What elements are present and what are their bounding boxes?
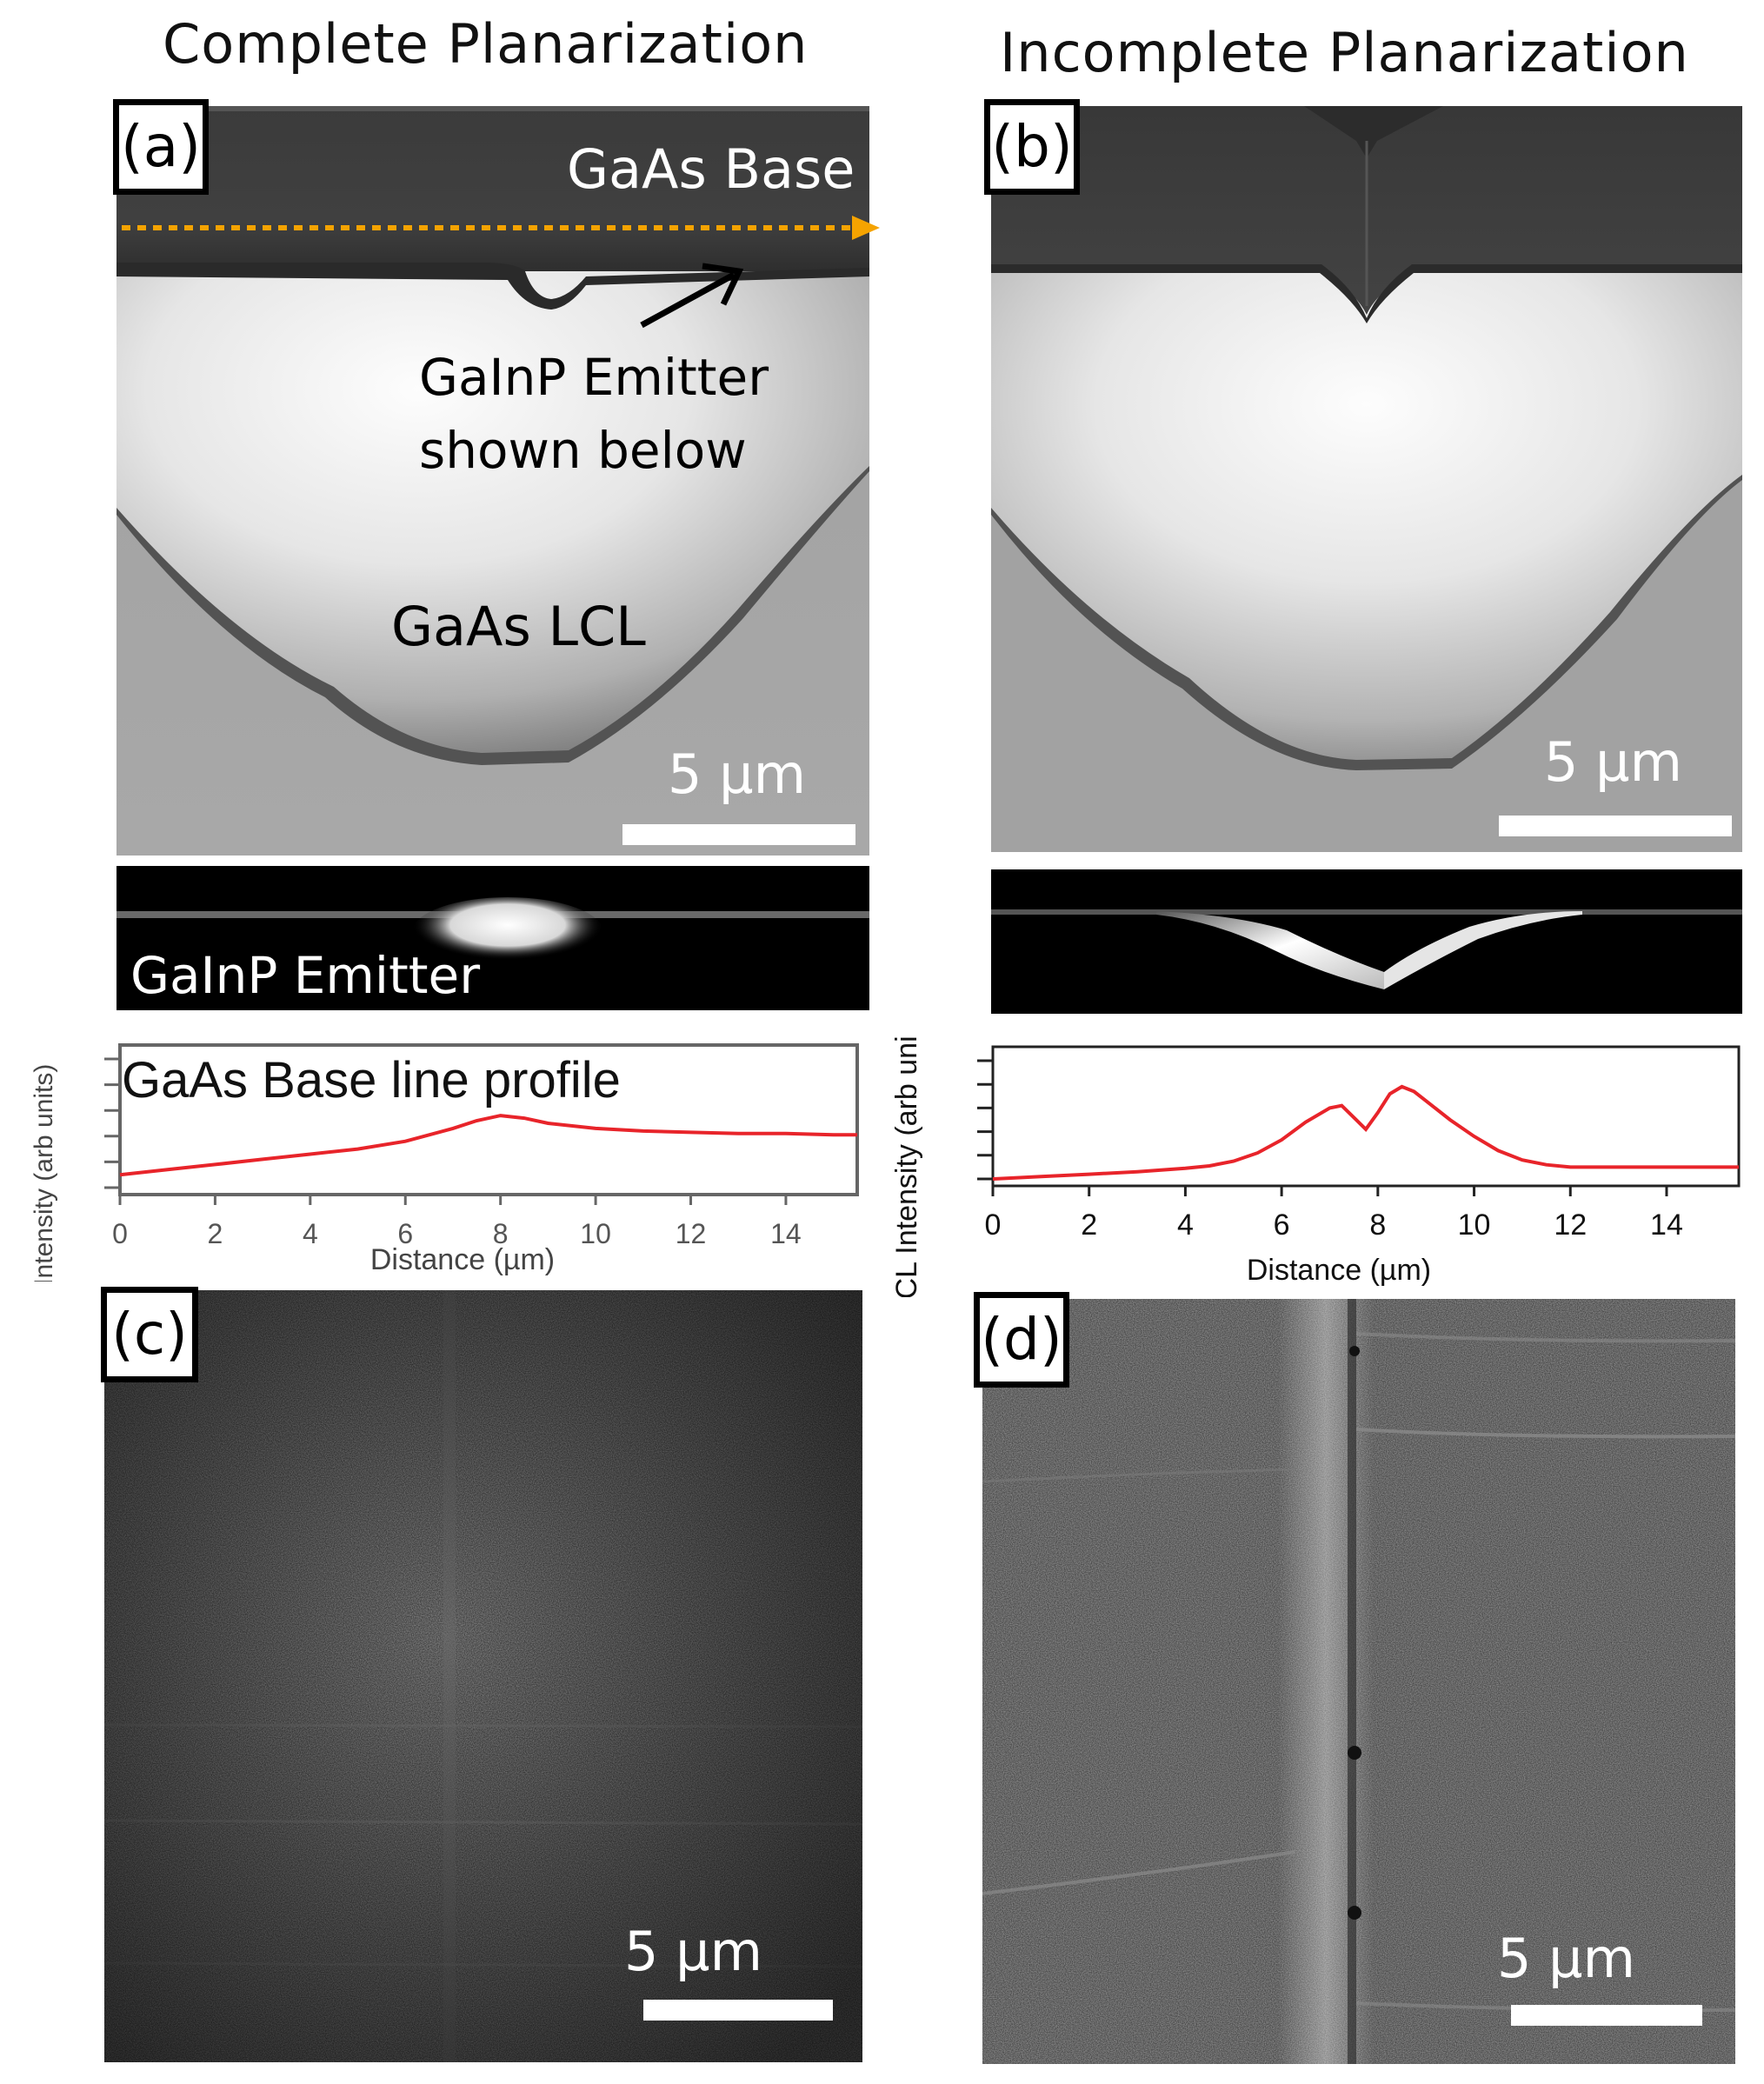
emitter-note-line2: shown below: [419, 421, 747, 480]
panel-c-label: (c): [101, 1287, 198, 1382]
panel-b-scale-text: 5 µm: [1544, 730, 1682, 794]
chart-right-ylabel: CL Intensity (arb units): [890, 1036, 923, 1297]
panel-a-scale-bar: [622, 824, 855, 845]
chart-left-xtick-label: 10: [580, 1218, 611, 1249]
panel-a-scale-text: 5 µm: [668, 742, 806, 806]
panel-b-label: (b): [984, 99, 1080, 195]
chart-left-xtick-label: 14: [770, 1218, 802, 1249]
chart-left-ylabel: CL Intensity (arb units): [30, 1064, 58, 1282]
chart-right-xtick-label: 2: [1081, 1208, 1097, 1242]
gaas-base-label: GaAs Base: [567, 137, 855, 201]
chart-left-series-line: [119, 1114, 857, 1177]
emitter-strip-right: [991, 869, 1742, 1014]
panel-d-scale-text: 5 µm: [1497, 1927, 1635, 1990]
chart-left-xtick-label: 2: [208, 1218, 223, 1249]
black-pointer-arrow: [640, 263, 744, 329]
chart-right-xtick-label: 0: [985, 1208, 1002, 1242]
panel-c-scale-text: 5 µm: [624, 1920, 762, 1983]
panel-a-image: [116, 106, 869, 856]
panel-a-label: (a): [113, 99, 209, 195]
chart-right-xtick-label: 14: [1650, 1208, 1683, 1242]
panel-b-scale-bar: [1499, 816, 1732, 836]
panel-d-label: (d): [974, 1292, 1069, 1388]
chart-right-frame: [991, 1045, 1741, 1188]
panel-b-image: [991, 106, 1742, 852]
chart-right-xtick-label: 10: [1458, 1208, 1491, 1242]
chart-right-xtick-label: 4: [1177, 1208, 1194, 1242]
chart-left-xtick-label: 12: [676, 1218, 707, 1249]
line-profile-chart-left: CL Intensity (arb units) GaAs Base line …: [30, 1043, 859, 1282]
chart-left-title: GaAs Base line profile: [122, 1052, 621, 1109]
line-profile-chart-right: CL Intensity (arb units) 0 2 4 6 8 10 12 14 Dis…: [890, 1036, 1741, 1297]
chart-left-xtick-label: 8: [493, 1218, 509, 1249]
chart-left-xlabel: Distance (µm): [370, 1243, 555, 1276]
title-complete-planarization: Complete Planarization: [163, 12, 809, 76]
panel-c-scale-bar: [643, 2000, 833, 2021]
chart-right-xlabel: Distance (µm): [1247, 1254, 1431, 1287]
panel-d-image: [982, 1299, 1735, 2064]
gaas-lcl-label: GaAs LCL: [391, 595, 646, 658]
chart-left-xtick-label: 6: [397, 1218, 413, 1249]
chart-right-series-line: [992, 1084, 1739, 1181]
panel-d-scale-bar: [1511, 2005, 1702, 2026]
chart-right-xtick-label: 8: [1369, 1208, 1386, 1242]
chart-left-xtick-label: 0: [112, 1218, 128, 1249]
panel-c-image: [104, 1290, 862, 2062]
emitter-note-line1: GaInP Emitter: [419, 348, 769, 407]
chart-left-xtick-label: 4: [303, 1218, 318, 1249]
dotted-arrow: [122, 216, 880, 240]
chart-right-xtick-label: 12: [1554, 1208, 1587, 1242]
title-incomplete-planarization: Incomplete Planarization: [1000, 21, 1689, 84]
emitter-strip-label: GaInP Emitter: [130, 946, 481, 1005]
emitter-strip-left: [116, 866, 869, 1010]
chart-right-xtick-label: 6: [1274, 1208, 1290, 1242]
